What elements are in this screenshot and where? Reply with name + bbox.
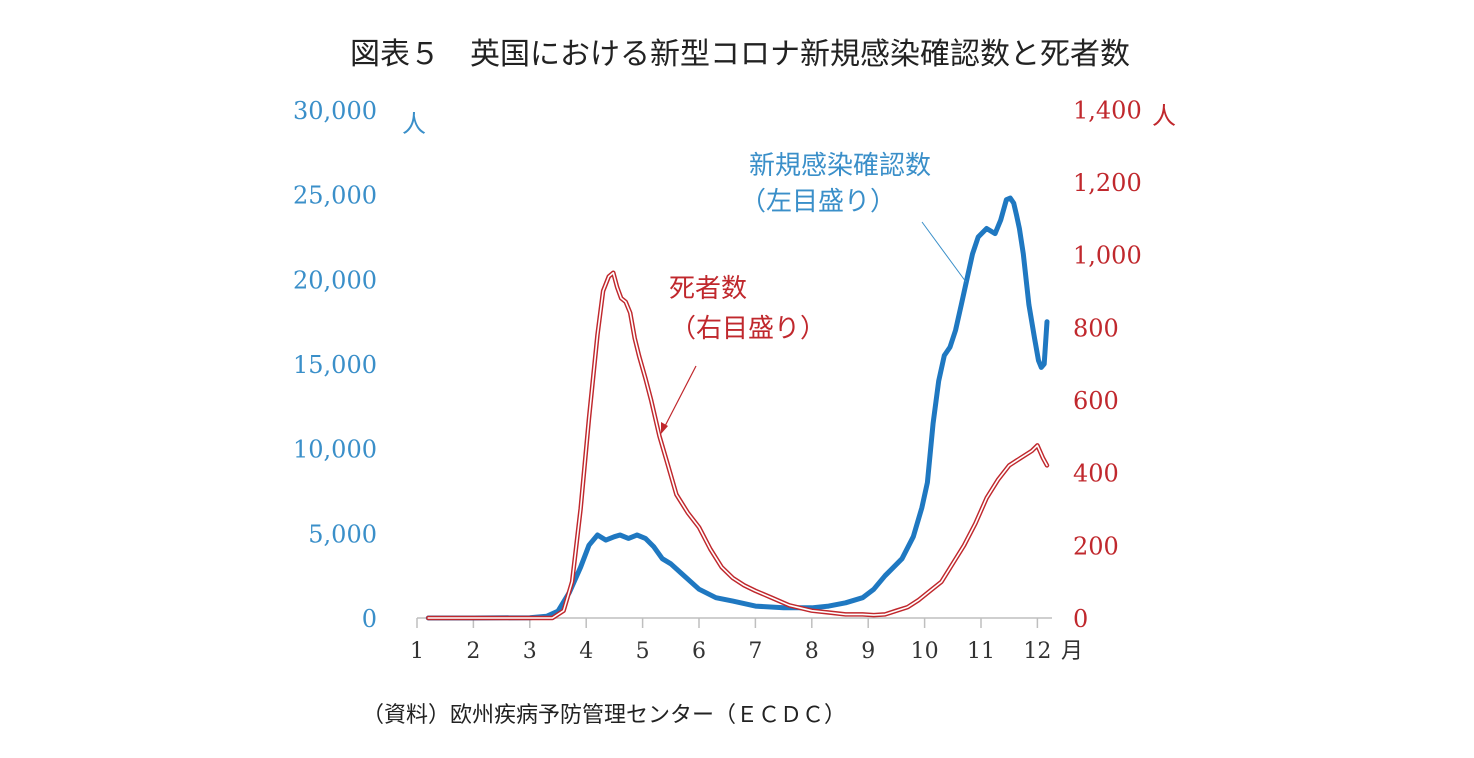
x-tick-label: 2 — [466, 639, 480, 664]
left-tick-label: 0 — [362, 605, 377, 633]
left-tick-label: 25,000 — [293, 182, 377, 210]
series-layer — [425, 195, 1050, 621]
x-tick-label: 12 — [1023, 639, 1051, 664]
annotation-cases-leader — [921, 221, 967, 283]
annotation-deaths: 死者数 （右目盛り） — [661, 274, 826, 434]
right-tick-label: 200 — [1073, 532, 1119, 560]
left-tick-label: 30,000 — [293, 97, 377, 125]
x-tick-label: 9 — [861, 639, 875, 664]
chart-title: 図表５ 英国における新型コロナ新規感染確認数と死者数 — [350, 37, 1130, 72]
left-tick-label: 10,000 — [293, 436, 377, 464]
annotation-deaths-arrowhead — [661, 422, 668, 434]
x-tick-label: 3 — [523, 639, 537, 664]
annotation-deaths-line1: 死者数 — [669, 274, 747, 304]
right-tick-label: 800 — [1073, 314, 1119, 342]
right-tick-label: 1,400 — [1073, 96, 1142, 124]
annotation-cases-line2: （左目盛り） — [740, 187, 896, 217]
left-axis-unit: 人 — [402, 110, 426, 138]
annotation-deaths-line2: （右目盛り） — [670, 314, 826, 344]
x-tick-label: 7 — [748, 639, 762, 664]
source-note: （資料）欧州疾病予防管理センター（ＥＣＤＣ） — [362, 703, 846, 728]
x-tick-label: 8 — [805, 639, 819, 664]
right-tick-label: 600 — [1073, 387, 1119, 415]
series-deaths-line-inner — [427, 271, 1048, 619]
x-tick-label: 11 — [967, 639, 995, 664]
right-tick-label: 400 — [1073, 460, 1119, 488]
right-axis-unit: 人 — [1152, 102, 1176, 130]
right-axis-ticks: 0 200 400 600 800 1,000 1,200 1,400 — [1073, 96, 1142, 633]
right-tick-label: 1,200 — [1073, 169, 1142, 197]
x-axis-unit: 月 — [1061, 639, 1083, 664]
right-tick-label: 1,000 — [1073, 242, 1142, 270]
annotation-cases: 新規感染確認数 （左目盛り） — [740, 151, 967, 283]
annotation-deaths-leader — [663, 365, 697, 429]
left-tick-label: 20,000 — [293, 266, 377, 294]
left-tick-label: 15,000 — [293, 351, 377, 379]
left-tick-label: 5,000 — [308, 520, 377, 548]
left-axis-ticks: 0 5,000 10,000 15,000 20,000 25,000 30,000 — [293, 97, 377, 633]
x-tick-label: 10 — [911, 639, 939, 664]
series-cases-line — [425, 195, 1050, 621]
annotation-cases-line1: 新規感染確認数 — [749, 151, 931, 181]
x-tick-label: 5 — [636, 639, 650, 664]
x-tick-label: 1 — [410, 639, 424, 664]
x-tick-label: 6 — [692, 639, 706, 664]
x-tick-label: 4 — [579, 639, 593, 664]
right-tick-label: 0 — [1073, 605, 1088, 633]
x-axis-ticks: 1 2 3 4 5 6 7 8 9 10 11 12 — [410, 618, 1051, 664]
